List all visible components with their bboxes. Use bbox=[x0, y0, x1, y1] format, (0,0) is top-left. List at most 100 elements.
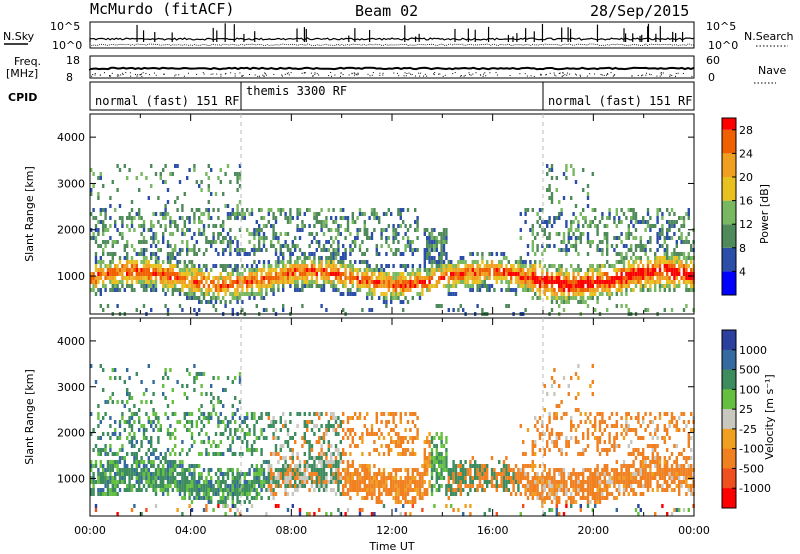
range-gate-cell bbox=[346, 224, 350, 228]
range-gate-cell bbox=[94, 256, 98, 260]
range-gate-cell bbox=[603, 264, 606, 268]
range-gate-cell bbox=[454, 292, 458, 296]
range-gate-cell bbox=[294, 268, 297, 272]
range-gate-cell bbox=[188, 228, 191, 232]
range-gate-cell bbox=[690, 256, 693, 260]
range-gate-cell bbox=[433, 468, 436, 472]
range-gate-cell bbox=[114, 276, 117, 280]
range-gate-cell bbox=[118, 460, 122, 464]
range-gate-cell bbox=[349, 264, 352, 268]
range-gate-cell bbox=[190, 476, 194, 480]
range-gate-cell bbox=[385, 264, 388, 268]
range-gate-cell bbox=[620, 220, 623, 224]
range-gate-cell bbox=[337, 280, 340, 284]
range-gate-cell bbox=[282, 444, 285, 448]
range-gate-cell bbox=[442, 444, 446, 448]
range-gate-cell bbox=[414, 276, 417, 280]
range-gate-cell bbox=[301, 476, 304, 480]
range-gate-cell bbox=[608, 216, 611, 220]
range-gate-cell bbox=[128, 480, 131, 484]
range-gate-cell bbox=[346, 288, 350, 292]
range-gate-cell bbox=[685, 212, 688, 216]
range-gate-cell bbox=[154, 288, 158, 292]
range-gate-cell bbox=[116, 400, 119, 404]
range-gate-cell bbox=[277, 476, 280, 480]
range-gate-cell bbox=[627, 248, 630, 252]
nave-point bbox=[91, 75, 93, 77]
range-gate-cell bbox=[450, 292, 453, 296]
range-gate-cell bbox=[670, 272, 674, 276]
range-gate-cell bbox=[303, 256, 306, 260]
range-gate-cell bbox=[397, 292, 400, 296]
range-gate-cell bbox=[298, 272, 302, 276]
range-gate-cell bbox=[356, 416, 359, 420]
range-gate-cell bbox=[438, 240, 441, 244]
range-gate-cell bbox=[222, 452, 225, 456]
range-gate-cell bbox=[579, 284, 582, 288]
range-gate-cell bbox=[207, 292, 210, 296]
range-gate-cell bbox=[222, 252, 225, 256]
range-gate-cell bbox=[114, 452, 117, 456]
range-gate-cell bbox=[166, 288, 170, 292]
range-gate-cell bbox=[529, 280, 532, 284]
range-gate-cell bbox=[284, 492, 287, 496]
range-gate-cell bbox=[181, 460, 184, 464]
range-gate-cell bbox=[606, 252, 609, 256]
range-gate-cell bbox=[426, 456, 429, 460]
range-gate-cell bbox=[447, 280, 450, 284]
range-gate-cell bbox=[586, 280, 590, 284]
range-gate-cell bbox=[442, 468, 446, 472]
range-gate-cell bbox=[238, 424, 242, 428]
range-gate-cell bbox=[411, 472, 414, 476]
range-gate-cell bbox=[644, 284, 647, 288]
range-gate-cell bbox=[181, 272, 184, 276]
range-gate-cell bbox=[404, 468, 407, 472]
range-gate-cell bbox=[176, 508, 179, 512]
range-gate-cell bbox=[260, 228, 263, 232]
range-gate-cell bbox=[555, 280, 558, 284]
range-gate-cell bbox=[255, 420, 258, 424]
range-gate-cell bbox=[294, 468, 297, 472]
range-gate-cell bbox=[219, 276, 222, 280]
range-gate-cell bbox=[392, 484, 395, 488]
nave-point bbox=[589, 73, 591, 75]
nave-point bbox=[405, 75, 407, 77]
nave-point bbox=[134, 73, 136, 75]
nave-point bbox=[601, 74, 603, 76]
range-gate-cell bbox=[193, 276, 196, 280]
range-gate-cell bbox=[142, 304, 146, 308]
range-gate-cell bbox=[553, 264, 556, 268]
range-gate-cell bbox=[169, 472, 172, 476]
range-gate-cell bbox=[577, 228, 580, 232]
range-gate-cell bbox=[411, 268, 414, 272]
range-gate-cell bbox=[188, 420, 191, 424]
range-gate-cell bbox=[135, 252, 138, 256]
range-gate-cell bbox=[92, 472, 95, 476]
range-gate-cell bbox=[390, 484, 393, 488]
range-gate-cell bbox=[435, 248, 438, 252]
range-gate-cell bbox=[164, 292, 167, 296]
range-gate-cell bbox=[109, 396, 112, 400]
range-gate-cell bbox=[658, 268, 662, 272]
range-gate-cell bbox=[234, 296, 237, 300]
range-gate-cell bbox=[128, 276, 131, 280]
range-gate-cell bbox=[92, 236, 95, 240]
range-gate-cell bbox=[248, 448, 251, 452]
range-gate-cell bbox=[644, 244, 647, 248]
range-gate-cell bbox=[654, 288, 657, 292]
range-gate-cell bbox=[435, 264, 438, 268]
range-gate-cell bbox=[682, 280, 686, 284]
range-gate-cell bbox=[438, 232, 441, 236]
range-gate-cell bbox=[476, 272, 479, 276]
range-gate-cell bbox=[428, 276, 431, 280]
range-gate-cell bbox=[342, 428, 345, 432]
range-gate-cell bbox=[150, 264, 153, 268]
range-gate-cell bbox=[358, 212, 362, 216]
range-gate-cell bbox=[450, 492, 453, 496]
range-gate-cell bbox=[615, 268, 618, 272]
range-gate-cell bbox=[392, 228, 395, 232]
range-gate-cell bbox=[610, 244, 614, 248]
range-gate-cell bbox=[601, 212, 604, 216]
range-gate-cell bbox=[354, 412, 357, 416]
nave-point bbox=[328, 75, 330, 77]
